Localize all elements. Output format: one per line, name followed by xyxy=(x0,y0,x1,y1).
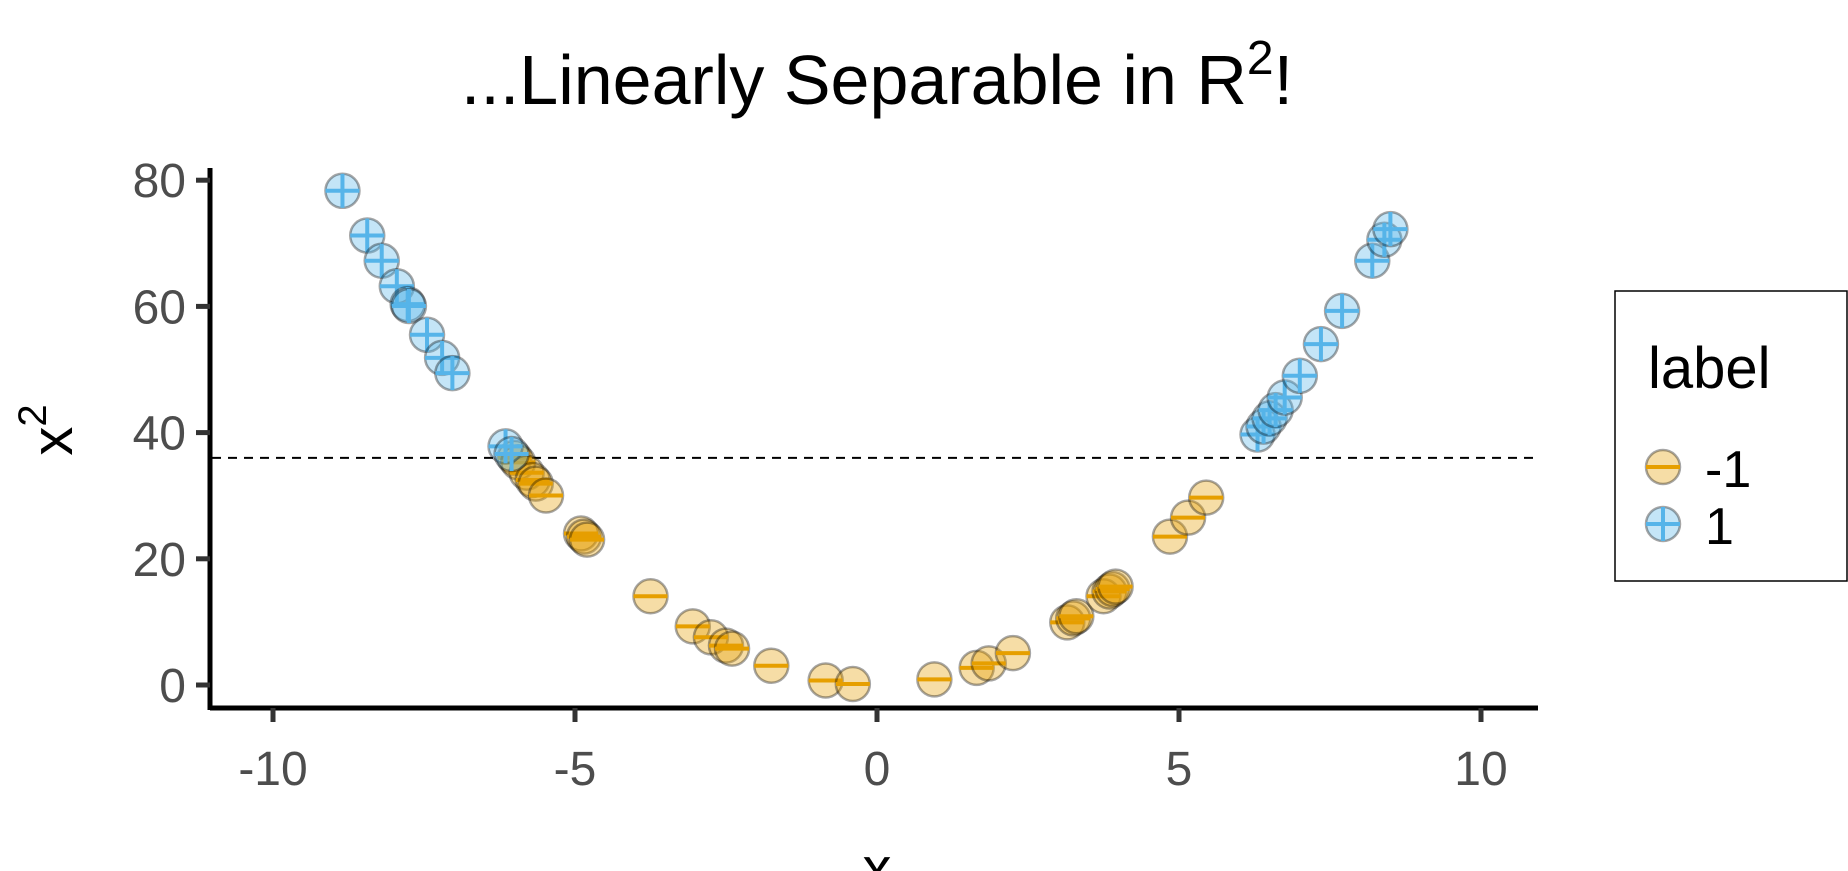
y-tick-label: 80 xyxy=(133,155,186,208)
data-point-pos xyxy=(1266,379,1303,416)
data-point-neg xyxy=(1058,598,1095,635)
data-point-pos xyxy=(1281,357,1319,395)
data-point-neg xyxy=(958,649,995,687)
legend-label: 1 xyxy=(1705,498,1734,556)
data-point-neg xyxy=(568,521,606,558)
data-point-neg xyxy=(807,662,844,699)
data-point-pos xyxy=(408,316,446,354)
data-point-neg xyxy=(713,630,751,667)
data-point-neg xyxy=(632,578,669,615)
chart-title: ...Linearly Separable in R2! xyxy=(461,32,1293,119)
legend-key-1 xyxy=(1644,505,1682,543)
data-point-pos xyxy=(348,217,386,254)
x-tick-label: 5 xyxy=(1166,743,1193,796)
data-point-neg xyxy=(916,661,953,698)
chart-title-suffix: ! xyxy=(1274,41,1293,119)
data-point-pos xyxy=(363,242,400,279)
data-point-neg xyxy=(1151,518,1189,555)
data-point-neg xyxy=(1187,479,1225,516)
data-point-pos xyxy=(1302,325,1340,363)
data-point-pos xyxy=(390,287,428,325)
data-point-neg xyxy=(1055,600,1092,637)
data-point-neg xyxy=(1091,573,1128,610)
legend-title: label xyxy=(1648,336,1771,401)
data-point-neg xyxy=(994,634,1032,672)
data-point-pos xyxy=(324,172,361,210)
x-tick-label: 10 xyxy=(1454,743,1507,796)
y-tick-label: 20 xyxy=(133,534,186,587)
data-point-neg xyxy=(834,665,872,703)
legend-key-0 xyxy=(1644,448,1682,486)
x-axis: -10 -5 0 5 10 xyxy=(210,705,1538,796)
data-point-neg xyxy=(1049,604,1086,641)
x-tick-label: 0 xyxy=(864,743,891,796)
data-point-neg xyxy=(1097,568,1134,605)
chart-title-text: ...Linearly Separable in R xyxy=(461,41,1247,119)
data-point-neg xyxy=(562,515,600,552)
legend-label: -1 xyxy=(1705,441,1751,499)
data-point-pos xyxy=(423,339,461,377)
y-tick-label: 0 xyxy=(159,660,186,713)
chart-title-superscript: 2 xyxy=(1247,32,1274,85)
y-axis-label: x2 xyxy=(11,404,85,455)
y-tick-label: 40 xyxy=(133,408,186,461)
x-tick-label: -10 xyxy=(238,743,307,796)
legend-box xyxy=(1614,290,1848,582)
legend: label -11 xyxy=(1614,290,1848,582)
y-tick-label: 60 xyxy=(133,281,186,334)
data-point-neg xyxy=(1169,499,1207,536)
data-point-neg xyxy=(517,465,554,502)
data-point-neg xyxy=(707,627,745,664)
data-point-neg xyxy=(753,647,790,684)
data-point-pos xyxy=(434,354,471,392)
plot-area xyxy=(212,172,1538,703)
data-point-neg xyxy=(565,518,603,555)
data-point-neg xyxy=(1094,570,1131,608)
data-point-pos xyxy=(1372,210,1409,248)
y-axis-label-text: x xyxy=(20,427,85,456)
data-point-pos xyxy=(1354,242,1391,279)
y-axis: 0 20 40 60 80 xyxy=(133,155,213,713)
data-point-neg xyxy=(674,608,712,645)
x-axis-label: x xyxy=(863,836,892,871)
data-point-neg xyxy=(527,477,565,514)
x-tick-label: -5 xyxy=(554,743,597,796)
data-point-pos xyxy=(1323,292,1361,330)
y-axis-label-superscript: 2 xyxy=(11,404,55,426)
data-point-pos xyxy=(493,435,530,473)
